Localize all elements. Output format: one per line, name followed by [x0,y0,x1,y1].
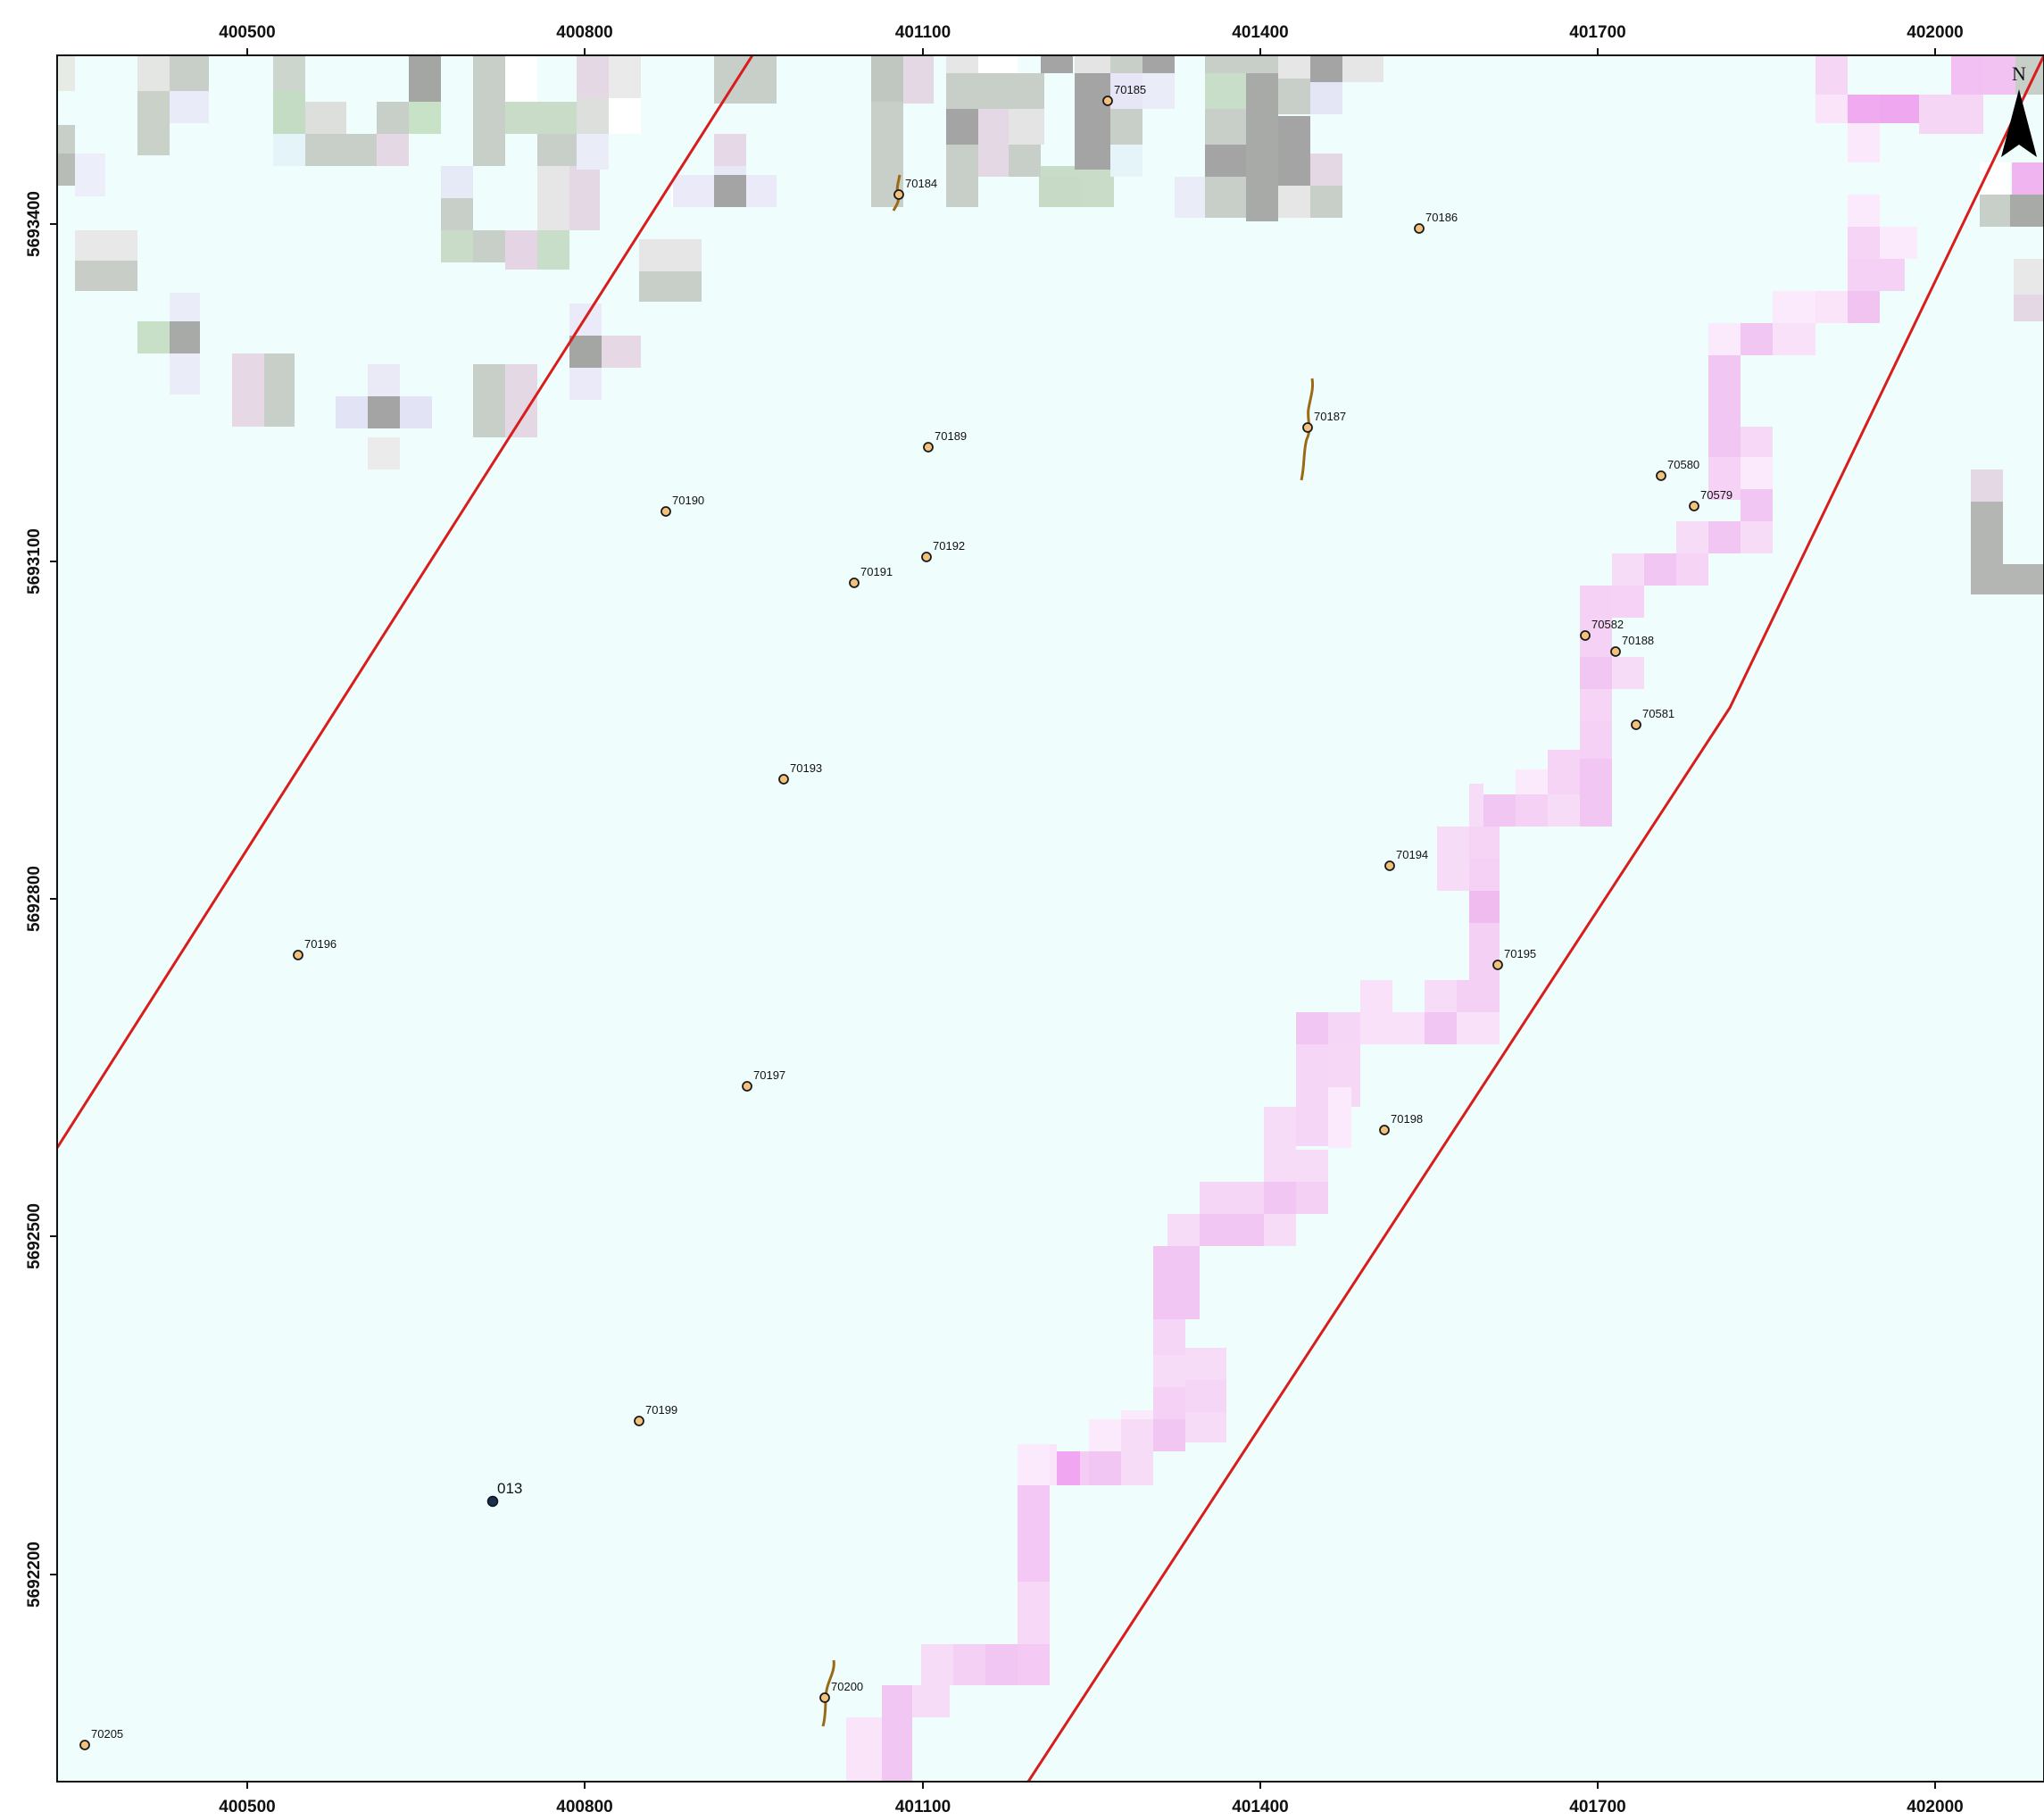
land-cover-raster [57,55,2044,594]
point-marker[interactable] [1302,422,1313,433]
point-70190[interactable]: 70190 [661,494,704,517]
point-marker[interactable] [1384,860,1395,871]
point-70581[interactable]: 70581 [1631,707,1674,730]
point-label: 70200 [831,1680,863,1693]
north-arrow-label: N [2012,62,2026,85]
point-marker[interactable] [1610,646,1621,657]
point-marker[interactable] [849,578,860,588]
point-marker[interactable] [1492,960,1503,970]
y-axis-left: 5693400 5693100 5692800 5692500 5692200 [25,191,57,1608]
point-label: 70198 [1391,1112,1423,1126]
special-point-marker[interactable] [486,1495,499,1508]
point-label: 70196 [304,937,337,951]
point-marker[interactable] [79,1740,90,1750]
x-tick-label: 401400 [1232,23,1288,42]
point-label: 70579 [1700,488,1732,502]
point-label: 70582 [1591,618,1624,631]
x-tick-label: 401400 [1232,1798,1288,1816]
point-label: 70184 [905,177,937,190]
point-70192[interactable]: 70192 [921,539,965,562]
map-frame [56,54,2044,1783]
point-70205[interactable]: 70205 [79,1727,123,1750]
point-label: 70197 [753,1068,785,1082]
point-70187[interactable]: 70187 [1302,410,1346,433]
point-70198[interactable]: 70198 [1379,1112,1423,1135]
point-70186[interactable]: 70186 [1414,211,1458,234]
x-tick-label: 401100 [895,1798,951,1816]
point-70184[interactable]: 70184 [893,177,937,200]
x-axis-bottom: 400500 400800 401100 401400 401700 40200… [219,1782,1964,1816]
point-70189[interactable]: 70189 [923,429,967,453]
pink-channel-raster [846,55,2044,1782]
y-tick-label: 5692200 [25,1542,44,1608]
x-axis-top: 400500 400800 401100 401400 401700 40200… [219,23,1964,55]
point-marker[interactable] [1414,223,1425,234]
point-70193[interactable]: 70193 [778,761,822,785]
point-label: 70195 [1504,947,1536,960]
point-label: 70190 [672,494,704,507]
point-marker[interactable] [1379,1125,1390,1135]
north-arrow: N [2001,62,2037,157]
x-tick-label: 402000 [1907,1798,1963,1816]
point-marker[interactable] [1580,630,1591,641]
point-marker[interactable] [661,506,671,517]
point-70196[interactable]: 70196 [293,937,337,960]
x-tick-label: 400800 [556,1798,612,1816]
y-tick-label: 5693100 [25,528,44,594]
x-tick-label: 401700 [1569,1798,1625,1816]
point-70188[interactable]: 70188 [1610,634,1654,657]
point-70197[interactable]: 70197 [742,1068,785,1092]
point-013[interactable]: 013 [486,1480,523,1508]
point-70199[interactable]: 70199 [634,1403,677,1426]
y-tick-label: 5692800 [25,866,44,932]
x-tick-label: 400500 [219,23,275,42]
point-marker[interactable] [778,774,789,785]
point-label: 70193 [790,761,822,775]
point-label: 70192 [933,539,965,553]
point-label: 70581 [1642,707,1674,720]
point-label: 70580 [1667,458,1699,471]
point-marker[interactable] [1689,501,1699,511]
point-label: 70189 [935,429,967,443]
x-tick-label: 401700 [1569,23,1625,42]
point-label: 70185 [1114,83,1146,96]
sample-points: 70184 70185 70186 70187 70189 70190 [79,83,1732,1750]
x-tick-label: 401100 [895,23,951,42]
special-point-label: 013 [497,1480,522,1497]
survey-boundary [57,55,2044,1782]
point-label: 70191 [860,565,893,578]
point-70191[interactable]: 70191 [849,565,893,588]
point-marker[interactable] [1656,470,1666,481]
point-label: 70194 [1396,848,1428,861]
x-tick-label: 402000 [1907,23,1963,42]
x-tick-label: 400800 [556,23,612,42]
point-70580[interactable]: 70580 [1656,458,1699,481]
point-marker[interactable] [893,189,904,200]
point-marker[interactable] [921,552,932,562]
north-arrow-icon [2001,89,2019,157]
point-marker[interactable] [1631,719,1641,730]
point-marker[interactable] [923,442,934,453]
point-marker[interactable] [742,1081,752,1092]
point-marker[interactable] [293,950,303,960]
point-marker[interactable] [819,1692,830,1703]
point-70200[interactable]: 70200 [819,1680,863,1703]
point-label: 70186 [1425,211,1458,224]
point-label: 70205 [91,1727,123,1741]
map-background [57,55,2044,1782]
point-70195[interactable]: 70195 [1492,947,1536,970]
point-label: 70187 [1314,410,1346,423]
x-tick-label: 400500 [219,1798,275,1816]
point-marker[interactable] [1102,96,1113,106]
point-70185[interactable]: 70185 [1102,83,1146,106]
point-70582[interactable]: 70582 [1580,618,1624,641]
y-tick-label: 5693400 [25,191,44,257]
y-tick-label: 5692500 [25,1203,44,1269]
point-70579[interactable]: 70579 [1689,488,1732,511]
point-70194[interactable]: 70194 [1384,848,1428,871]
point-label: 70199 [645,1403,677,1417]
point-label: 70188 [1622,634,1654,647]
point-marker[interactable] [634,1416,644,1426]
